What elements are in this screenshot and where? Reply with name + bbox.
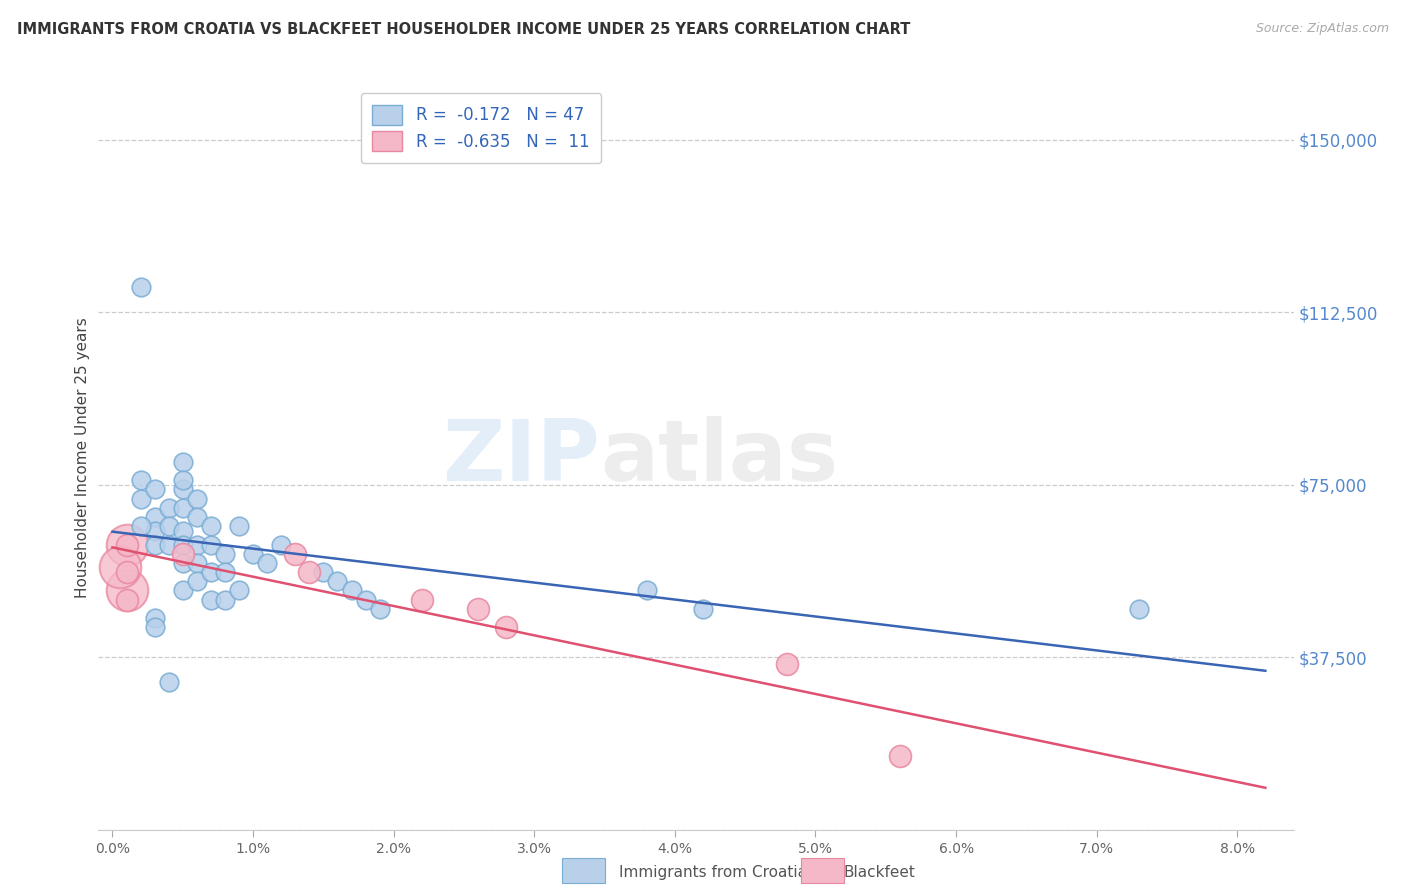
Point xyxy=(186,510,208,524)
Point xyxy=(115,565,138,579)
Point xyxy=(157,519,180,533)
Point xyxy=(776,657,799,671)
Point xyxy=(172,556,194,570)
Point xyxy=(143,483,166,497)
Point xyxy=(172,500,194,515)
Text: atlas: atlas xyxy=(600,416,838,499)
Point xyxy=(172,583,194,598)
Point xyxy=(129,280,152,294)
Point xyxy=(129,491,152,506)
Point xyxy=(256,556,278,570)
Point xyxy=(214,547,236,561)
Point xyxy=(172,455,194,469)
Point xyxy=(200,519,222,533)
Text: Source: ZipAtlas.com: Source: ZipAtlas.com xyxy=(1256,22,1389,36)
Point xyxy=(143,611,166,625)
Point xyxy=(115,537,138,551)
Point xyxy=(214,592,236,607)
Point xyxy=(368,602,391,616)
Point xyxy=(172,483,194,497)
Point xyxy=(298,565,321,579)
Point xyxy=(284,547,307,561)
Point xyxy=(143,537,166,551)
Point xyxy=(326,574,349,589)
Point xyxy=(200,565,222,579)
Point xyxy=(214,565,236,579)
Text: ZIP: ZIP xyxy=(443,416,600,499)
Point xyxy=(467,602,489,616)
Point xyxy=(186,574,208,589)
Text: IMMIGRANTS FROM CROATIA VS BLACKFEET HOUSEHOLDER INCOME UNDER 25 YEARS CORRELATI: IMMIGRANTS FROM CROATIA VS BLACKFEET HOU… xyxy=(17,22,910,37)
Point xyxy=(312,565,335,579)
Point xyxy=(143,524,166,538)
Point xyxy=(108,560,131,574)
Point xyxy=(143,510,166,524)
Point xyxy=(340,583,363,598)
Point xyxy=(228,519,250,533)
Text: Immigrants from Croatia: Immigrants from Croatia xyxy=(619,865,807,880)
Point xyxy=(354,592,377,607)
Point xyxy=(157,675,180,690)
Point xyxy=(242,547,264,561)
Point xyxy=(228,583,250,598)
Point xyxy=(143,620,166,634)
Point xyxy=(115,583,138,598)
Point xyxy=(200,592,222,607)
Legend: R =  -0.172   N = 47, R =  -0.635   N =  11: R = -0.172 N = 47, R = -0.635 N = 11 xyxy=(361,93,600,163)
Point xyxy=(636,583,658,598)
Point xyxy=(200,537,222,551)
Point xyxy=(186,556,208,570)
Point xyxy=(172,547,194,561)
Point xyxy=(495,620,517,634)
Point xyxy=(889,749,911,764)
Point xyxy=(115,537,138,551)
Point xyxy=(1128,602,1150,616)
Point xyxy=(157,500,180,515)
Point xyxy=(411,592,433,607)
Point xyxy=(115,592,138,607)
Point xyxy=(186,537,208,551)
Point xyxy=(172,537,194,551)
Point xyxy=(129,473,152,487)
Point xyxy=(172,473,194,487)
Point xyxy=(186,491,208,506)
Text: Blackfeet: Blackfeet xyxy=(844,865,915,880)
Point xyxy=(270,537,292,551)
Point xyxy=(157,537,180,551)
Y-axis label: Householder Income Under 25 years: Householder Income Under 25 years xyxy=(75,317,90,598)
Point xyxy=(172,524,194,538)
Point xyxy=(129,519,152,533)
Point xyxy=(692,602,714,616)
